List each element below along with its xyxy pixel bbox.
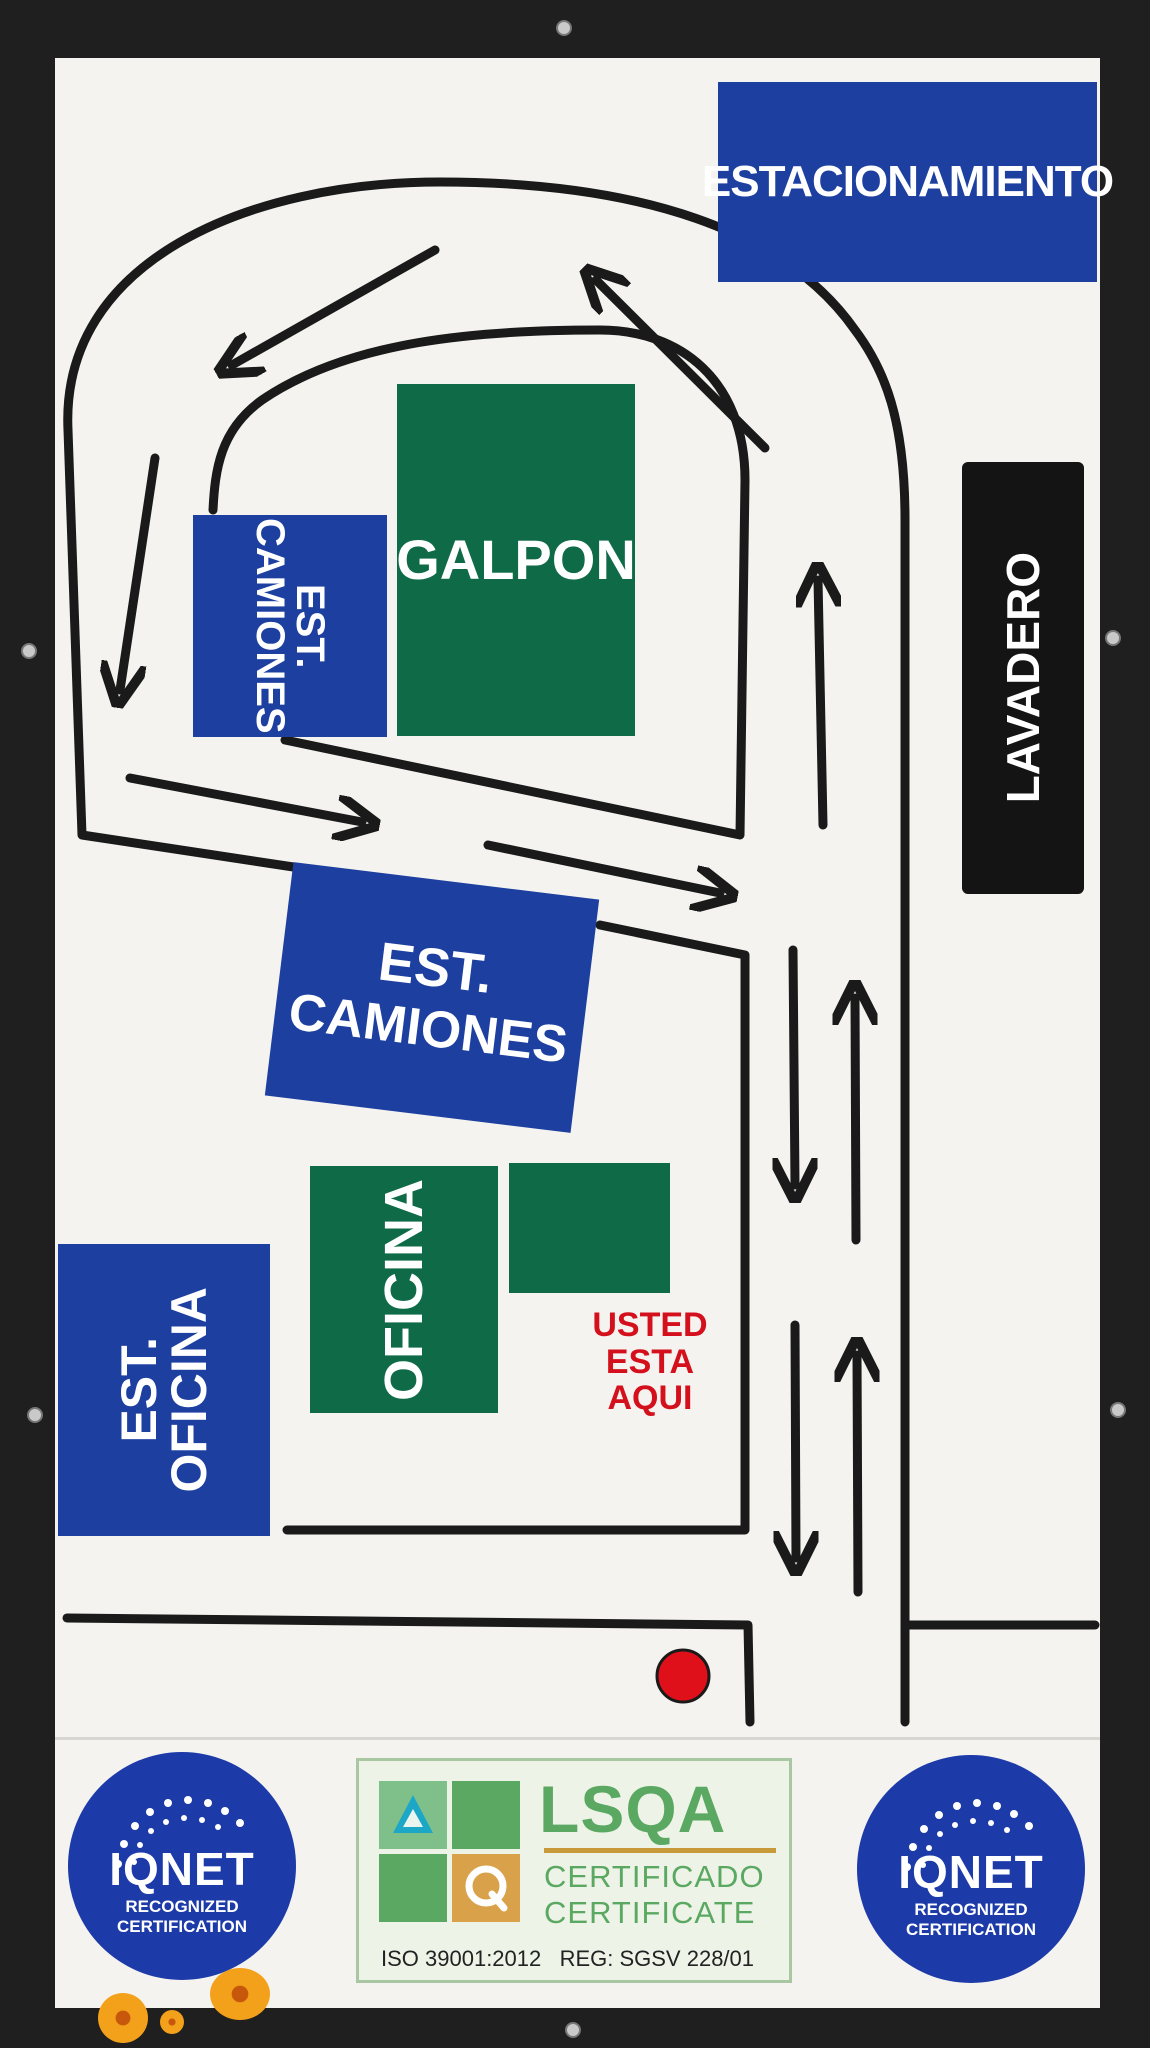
road-outer-loop — [63, 177, 910, 1727]
iqnet-left-line2: CERTIFICATION — [116, 1916, 247, 1936]
zone-est-oficina-line1: EST. — [111, 1337, 167, 1443]
you-are-here-line3: AQUI — [607, 1379, 693, 1418]
iqnet-left-title: IQNET — [109, 1843, 255, 1895]
sign-estacionamiento-label: ESTACIONAMIENTO — [701, 157, 1114, 206]
iqnet-right-line2: CERTIFICATION — [905, 1919, 1036, 1939]
you-are-here-line1: USTED — [592, 1306, 708, 1344]
lsqa-certificate-text: CERTIFICATE — [544, 1895, 756, 1930]
zone-est-camiones-small: EST. CAMIONES — [193, 515, 387, 737]
sign-estacionamiento: ESTACIONAMIENTO — [702, 82, 1114, 282]
zone-est-oficina: EST. OFICINA — [58, 1244, 270, 1536]
building-oficina: OFICINA — [310, 1166, 498, 1413]
screw — [565, 2022, 581, 2038]
lsqa-iso-registration: ISO 39001:2012 REG: SGSV 228/01 — [381, 1946, 755, 1971]
lsqa-certificate: LSQA CERTIFICADO CERTIFICATE ISO 39001:2… — [356, 1758, 792, 1983]
road-inner-loop — [208, 325, 750, 840]
zone-est-camiones-small-line2: CAMIONES — [248, 518, 292, 734]
arrow-middle-right-2 — [483, 840, 720, 893]
lsqa-certificado: CERTIFICADO — [544, 1859, 765, 1894]
iqnet-right-title: IQNET — [898, 1846, 1044, 1898]
arrow-top-right — [596, 280, 770, 453]
lsqa-logo-square — [452, 1781, 520, 1849]
arrow-lane-up-2 — [857, 1355, 858, 1597]
lsqa-divider — [544, 1848, 776, 1853]
building-oficina-label: OFICINA — [374, 1178, 434, 1401]
arrow-middle-right-1 — [125, 773, 362, 822]
arrow-lane-up — [818, 580, 823, 830]
q-icon — [465, 1865, 508, 1912]
building-galpon-label: GALPON — [396, 528, 636, 591]
arrow-lane-down-1 — [793, 945, 795, 1185]
lsqa-brand: LSQA — [539, 1772, 727, 1846]
zone-est-camiones-small-line1: EST. — [288, 583, 332, 669]
iqnet-badge-left: IQNET RECOGNIZED CERTIFICATION — [68, 1752, 296, 1980]
arrow-top-left — [232, 245, 440, 365]
iqnet-badge-right: IQNET RECOGNIZED CERTIFICATION — [857, 1755, 1085, 1983]
triangle-icon — [393, 1795, 433, 1833]
screw — [1110, 1402, 1126, 1418]
screw — [21, 643, 37, 659]
iqnet-left-line1: RECOGNIZED — [125, 1897, 239, 1916]
sign-lavadero: LAVADERO — [962, 462, 1084, 894]
flower — [160, 2010, 184, 2034]
building-annex — [509, 1163, 670, 1293]
iqnet-right-line1: RECOGNIZED — [914, 1900, 1028, 1919]
arrow-left-down — [120, 453, 160, 690]
iqnet-dots-icon — [903, 1799, 1033, 1871]
lsqa-logo-square — [379, 1854, 447, 1922]
you-are-here-marker — [655, 1648, 711, 1704]
screw — [27, 1407, 43, 1423]
sign-lavadero-label: LAVADERO — [997, 552, 1049, 804]
iqnet-left-subtitle: RECOGNIZED CERTIFICATION — [68, 1897, 296, 1936]
screw — [1105, 630, 1121, 646]
arrow-lane-down-2 — [795, 1320, 796, 1558]
zone-est-oficina-line2: OFICINA — [161, 1287, 217, 1493]
you-are-here-label: USTED ESTA AQUI — [585, 1307, 715, 1417]
road-lower-boundary — [282, 920, 750, 1535]
zone-est-camiones-large: EST. CAMIONES — [264, 862, 600, 1133]
lsqa-logo-square — [452, 1854, 520, 1922]
flower — [98, 1993, 148, 2043]
flower — [210, 1968, 270, 2020]
zone-est-camiones-large-line2: CAMIONES — [285, 982, 571, 1075]
iqnet-dots-icon — [114, 1796, 244, 1868]
zone-est-camiones-large-line1: EST. — [375, 930, 496, 1005]
screw — [556, 20, 572, 36]
arrow-lane-up-1 — [855, 998, 856, 1245]
building-galpon: GALPON — [396, 384, 636, 736]
iqnet-right-subtitle: RECOGNIZED CERTIFICATION — [857, 1900, 1085, 1939]
you-are-here-line2: ESTA — [605, 1342, 695, 1381]
road-bottom-left — [62, 1613, 755, 1727]
